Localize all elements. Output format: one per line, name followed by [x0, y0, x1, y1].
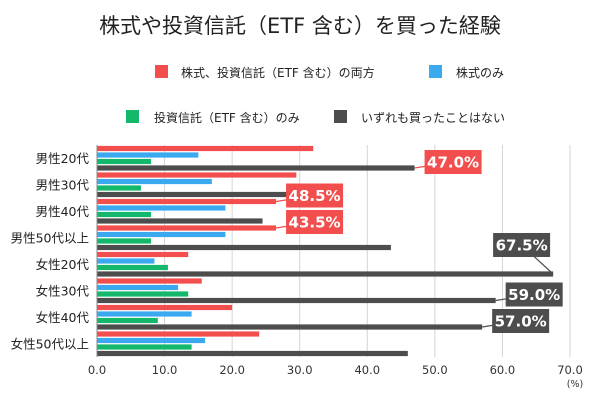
legend-label-never: いずれも買ったことはない [361, 111, 505, 125]
bar [97, 317, 158, 324]
legend-label-both: 株式、投資信託（ETF 含む）の両方 [181, 65, 375, 80]
category-label: 男性50代以上 [11, 230, 89, 245]
bar [97, 198, 277, 205]
callout-label: 67.5% [496, 237, 548, 255]
bar [97, 331, 260, 337]
callout-label: 59.0% [508, 286, 560, 304]
legend-swatch-never [334, 110, 347, 123]
x-tick-label: 30.0 [287, 363, 313, 377]
x-tick-label: 70.0 [557, 363, 583, 377]
bar [97, 337, 206, 344]
callout-box [286, 210, 344, 234]
bar [97, 304, 233, 311]
callouts: 47.0% 48.5% 43.5% 67.5% 59.0% 57.0% [275, 150, 563, 333]
x-unit-label: (%) [567, 379, 583, 390]
bar [97, 158, 152, 165]
callout-box [492, 309, 550, 333]
x-tick-label: 0.0 [88, 363, 106, 377]
x-tick-label: 10.0 [152, 363, 178, 377]
callout-box [493, 233, 551, 257]
bar [97, 178, 212, 185]
legend-item-stocks-only: 株式のみ [429, 65, 504, 80]
bar [97, 244, 391, 251]
category-label: 女性50代以上 [11, 336, 89, 351]
callout-label: 57.0% [495, 313, 547, 331]
legend-swatch-stocks-only [429, 65, 442, 78]
bar [97, 264, 168, 271]
bars [97, 145, 554, 357]
legend-label-funds-only: 投資信託（ETF 含む）のみ [154, 110, 300, 125]
chart-title: 株式や投資信託（ETF 含む）を買った経験 [99, 14, 501, 38]
bar [97, 152, 199, 158]
callout-label: 48.5% [289, 187, 341, 205]
bar [97, 238, 152, 244]
bar [97, 284, 179, 291]
callout-label: 43.5% [289, 214, 341, 232]
bar [97, 231, 226, 238]
callout-box [424, 150, 482, 174]
category-label: 男性40代 [36, 204, 90, 219]
legend: 株式、投資信託（ETF 含む）の両方 株式のみ 投資信託（ETF 含む）のみ い… [126, 65, 505, 125]
bar [97, 251, 189, 258]
bar [97, 191, 297, 198]
bar [97, 205, 226, 211]
callout-box [505, 282, 563, 307]
legend-item-both: 株式、投資信託（ETF 含む）の両方 [155, 65, 375, 80]
callout-box [286, 183, 344, 208]
bar [97, 211, 152, 218]
category-label: 女性40代 [36, 310, 90, 325]
category-label: 女性20代 [36, 257, 90, 272]
bar [97, 225, 277, 231]
bar [97, 278, 202, 284]
category-label: 女性30代 [36, 283, 90, 298]
x-tick-label: 60.0 [490, 363, 516, 377]
bar [97, 291, 189, 297]
bar [97, 165, 415, 171]
legend-label-stocks-only: 株式のみ [456, 65, 504, 80]
callout-label: 47.0% [427, 154, 479, 172]
bar [97, 145, 314, 152]
legend-item-never: いずれも買ったことはない [334, 110, 505, 125]
x-tick-label: 50.0 [422, 363, 448, 377]
legend-item-funds-only: 投資信託（ETF 含む）のみ [126, 110, 300, 125]
x-tick-label: 40.0 [354, 363, 380, 377]
bar [97, 324, 483, 330]
bar [97, 218, 263, 224]
bar [97, 297, 496, 304]
bar [97, 344, 192, 350]
bar [97, 172, 297, 178]
bar [97, 185, 141, 191]
category-label: 男性20代 [36, 151, 90, 166]
bar [97, 311, 192, 317]
bar [97, 350, 408, 357]
x-tick-label: 20.0 [219, 363, 245, 377]
category-label: 男性30代 [36, 177, 90, 192]
legend-swatch-funds-only [126, 110, 139, 123]
bar [97, 271, 554, 277]
legend-swatch-both [155, 65, 168, 78]
bar [97, 258, 155, 264]
axes: 0.0 10.0 20.0 30.0 40.0 50.0 60.0 70.0 (%) 男性20代男… [11, 145, 583, 390]
